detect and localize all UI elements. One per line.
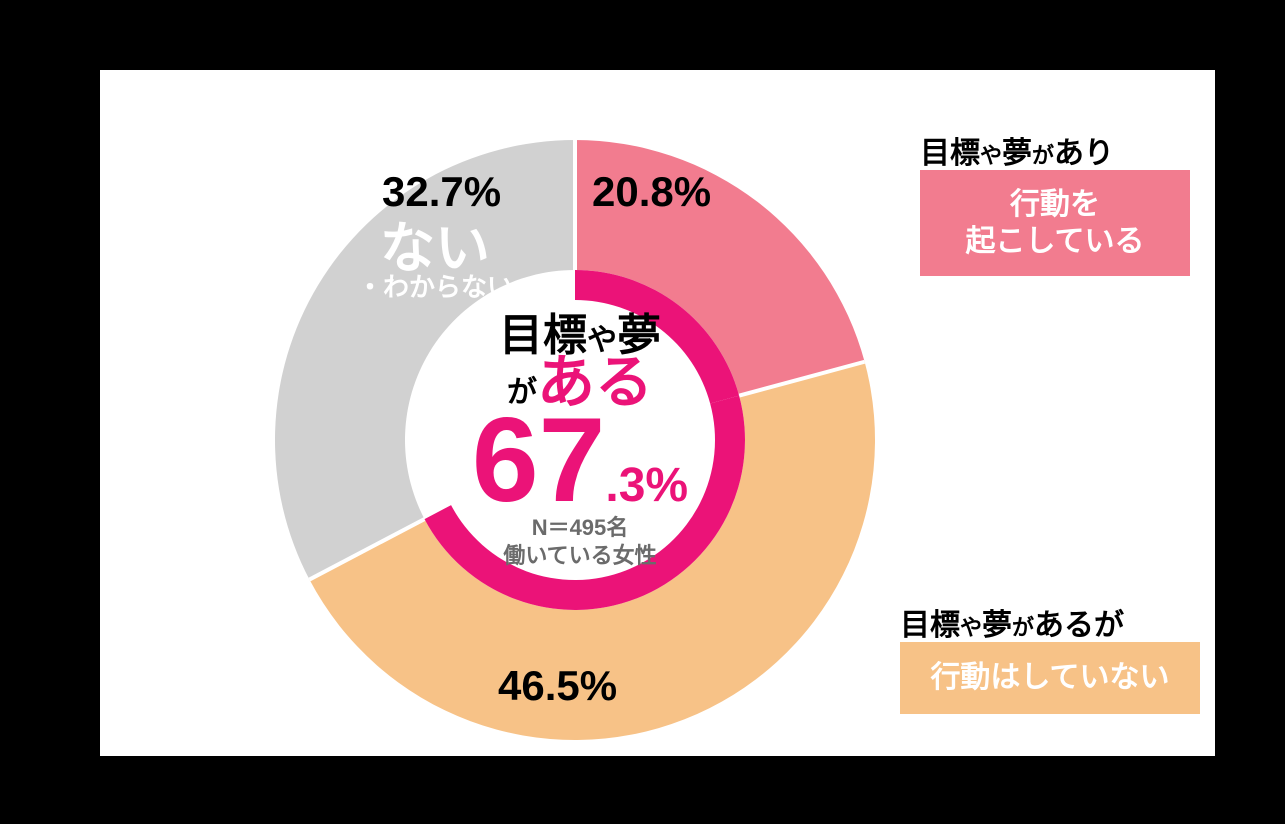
none-slice-text: ない ・わからない bbox=[340, 220, 530, 301]
legend1-title: 目標や夢があり bbox=[920, 128, 1114, 172]
credit-text: ソフトブレーン・フィールド調べ bbox=[881, 781, 1269, 818]
chart-panel: 20.8% 46.5% 32.7% ない ・わからない 目標や夢 がある 67.… bbox=[100, 70, 1215, 756]
legend2-title: 目標や夢があるが bbox=[900, 600, 1124, 644]
legend1-box: 行動を 起こしている bbox=[920, 170, 1190, 276]
legend2-box-text: 行動はしていない bbox=[930, 659, 1169, 697]
slice-label-acting: 20.8% bbox=[592, 168, 711, 216]
legend1-box-text: 行動を 起こしている bbox=[965, 186, 1144, 261]
legend2-box: 行動はしていない bbox=[900, 642, 1200, 714]
slice-label-not-acting: 46.5% bbox=[498, 662, 617, 710]
none-line1: ない bbox=[340, 220, 530, 278]
slice-label-none: 32.7% bbox=[382, 168, 501, 216]
center-big-number: 67.3% bbox=[425, 400, 735, 520]
outer-frame: 20.8% 46.5% 32.7% ない ・わからない 目標や夢 がある 67.… bbox=[0, 0, 1285, 824]
center-text: 目標や夢 がある 67.3% N＝495名 働いている女性 bbox=[425, 313, 735, 569]
none-line2: ・わからない bbox=[340, 274, 530, 301]
